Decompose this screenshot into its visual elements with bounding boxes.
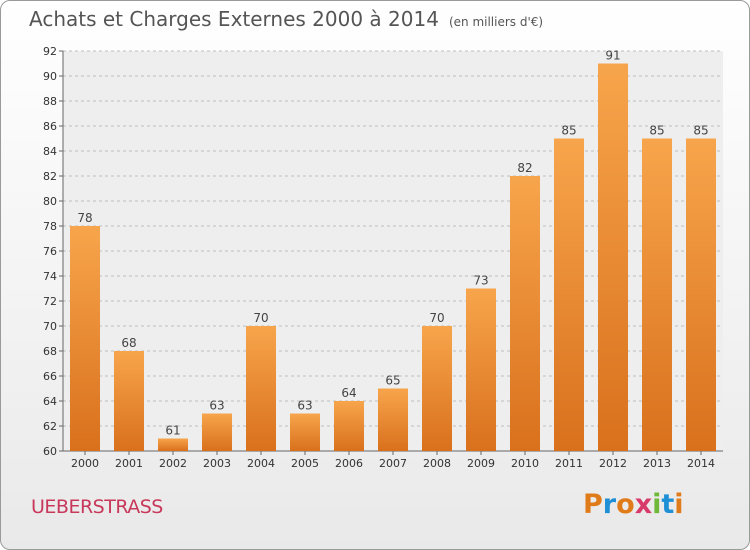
logo-letter: i <box>652 489 662 520</box>
x-tick-label: 2014 <box>687 457 715 470</box>
bar <box>114 351 144 451</box>
x-tick-label: 2009 <box>467 457 495 470</box>
x-tick-label: 2012 <box>599 457 627 470</box>
chart-subtitle: (en milliers d'€) <box>448 15 544 29</box>
logo-letter: r <box>602 489 617 520</box>
logo-letter: i <box>674 489 684 520</box>
bar <box>246 326 276 451</box>
y-tick-label: 64 <box>43 395 57 408</box>
bar <box>686 138 716 451</box>
x-tick-label: 2004 <box>247 457 275 470</box>
y-tick-label: 82 <box>43 170 57 183</box>
title-text: Achats et Charges Externes 2000 à 2014 <box>29 7 439 31</box>
bar-value-label: 70 <box>429 311 444 325</box>
x-tick-label: 2000 <box>71 457 99 470</box>
bar-value-label: 82 <box>517 161 532 175</box>
bar <box>642 138 672 451</box>
logo-letter: x <box>634 489 653 520</box>
bar-value-label: 68 <box>121 336 136 350</box>
bar <box>510 176 540 451</box>
bar-value-label: 70 <box>253 311 268 325</box>
y-tick-label: 74 <box>43 270 57 283</box>
commune-name: UEBERSTRASS <box>31 496 163 518</box>
bar-value-label: 78 <box>77 211 92 225</box>
chart-title: Achats et Charges Externes 2000 à 2014 (e… <box>29 7 543 31</box>
y-tick-label: 68 <box>43 345 57 358</box>
bar <box>598 63 628 451</box>
logo-letter: o <box>616 489 635 520</box>
bar-value-label: 61 <box>165 424 180 438</box>
x-tick-label: 2010 <box>511 457 539 470</box>
bar-value-label: 85 <box>561 124 576 138</box>
y-tick-label: 86 <box>43 120 57 133</box>
bar <box>202 413 232 451</box>
y-tick-label: 60 <box>43 445 57 458</box>
bar-value-label: 73 <box>473 274 488 288</box>
y-tick-label: 78 <box>43 220 57 233</box>
x-tick-label: 2002 <box>159 457 187 470</box>
x-tick-label: 2008 <box>423 457 451 470</box>
bar <box>378 388 408 451</box>
x-tick-label: 2001 <box>115 457 143 470</box>
bar <box>466 288 496 451</box>
bar-value-label: 85 <box>693 124 708 138</box>
y-tick-label: 88 <box>43 95 57 108</box>
bar <box>334 401 364 451</box>
logo-letter: t <box>661 489 675 520</box>
bar <box>70 226 100 451</box>
y-tick-label: 66 <box>43 370 57 383</box>
y-tick-label: 70 <box>43 320 57 333</box>
bar <box>158 438 188 451</box>
bar <box>290 413 320 451</box>
bar-value-label: 91 <box>605 49 620 63</box>
bar-value-label: 63 <box>297 399 312 413</box>
bar-value-label: 64 <box>341 386 356 400</box>
bar-value-label: 85 <box>649 124 664 138</box>
x-tick-label: 2007 <box>379 457 407 470</box>
y-tick-label: 72 <box>43 295 57 308</box>
y-tick-label: 84 <box>43 145 57 158</box>
bar-value-label: 63 <box>209 399 224 413</box>
y-tick-label: 62 <box>43 420 57 433</box>
y-tick-label: 80 <box>43 195 57 208</box>
x-tick-label: 2006 <box>335 457 363 470</box>
y-tick-label: 92 <box>43 45 57 58</box>
x-tick-label: 2011 <box>555 457 583 470</box>
x-tick-label: 2003 <box>203 457 231 470</box>
x-tick-label: 2005 <box>291 457 319 470</box>
bar-value-label: 65 <box>385 374 400 388</box>
bar <box>554 138 584 451</box>
y-tick-label: 76 <box>43 245 57 258</box>
x-tick-label: 2013 <box>643 457 671 470</box>
proxiti-logo: Proxiti <box>583 489 684 520</box>
y-tick-label: 90 <box>43 70 57 83</box>
logo-letter: P <box>583 489 603 520</box>
bar <box>422 326 452 451</box>
